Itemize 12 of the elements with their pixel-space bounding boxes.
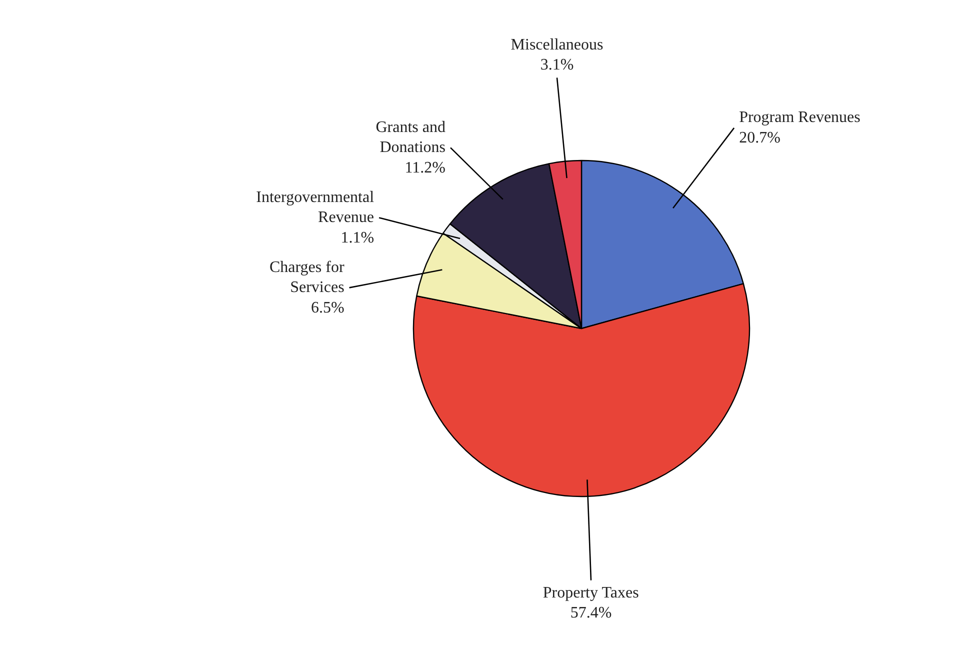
slice-label: Intergovernmental Revenue [256,188,375,226]
slice-label: Program Revenues [739,109,860,126]
slice-label: Property Taxes [542,584,639,602]
slice-label: Grants and Donations [376,118,446,156]
data-label: 20.7% [739,130,780,147]
data-label: 11.2% [404,160,446,177]
data-label: 1.1% [340,230,374,247]
slice-label: Miscellaneous [510,36,604,54]
data-label: 3.1% [540,56,574,74]
data-label: 6.5% [310,300,344,317]
slice-label: Charges for Services [269,258,345,296]
data-label: 57.4% [570,604,612,622]
